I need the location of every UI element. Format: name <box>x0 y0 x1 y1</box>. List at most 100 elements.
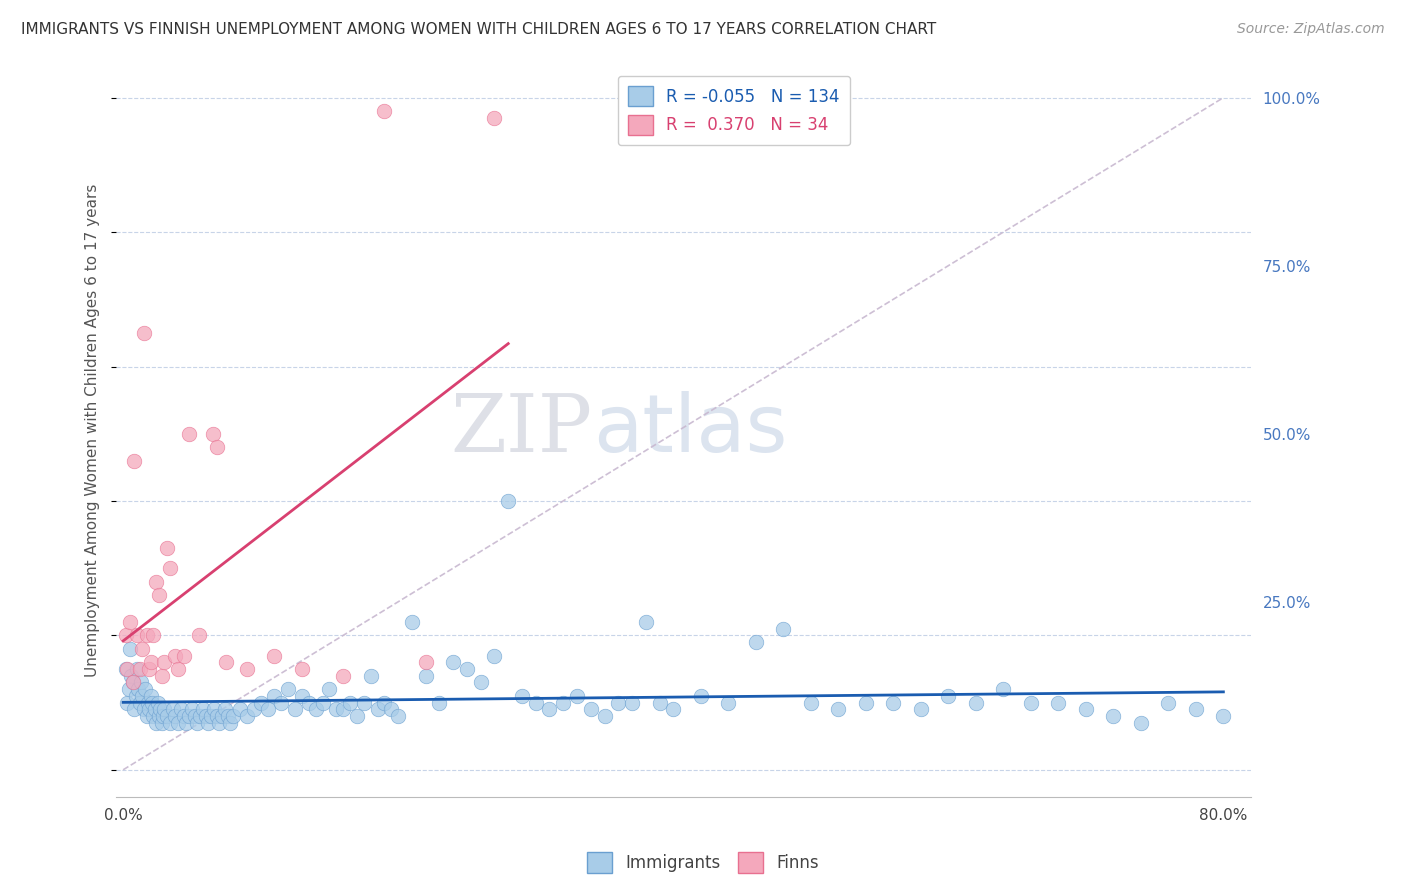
Point <box>993 682 1015 697</box>
Point <box>593 709 616 723</box>
Point <box>882 696 904 710</box>
Point <box>170 702 193 716</box>
Point <box>141 696 163 710</box>
Point <box>118 682 141 697</box>
Point <box>222 709 245 723</box>
Point <box>176 715 198 730</box>
Point <box>135 628 157 642</box>
Point <box>138 702 160 716</box>
Point <box>353 696 375 710</box>
Point <box>128 696 150 710</box>
Point <box>441 655 464 669</box>
Point <box>156 709 179 723</box>
Point <box>200 709 222 723</box>
Point <box>125 628 148 642</box>
Point <box>249 696 271 710</box>
Point <box>827 702 849 716</box>
Point <box>124 689 146 703</box>
Point <box>159 715 181 730</box>
Point <box>127 682 149 697</box>
Point <box>214 702 236 716</box>
Point <box>524 696 547 710</box>
Point <box>800 696 823 710</box>
Point <box>910 702 932 716</box>
Text: Source: ZipAtlas.com: Source: ZipAtlas.com <box>1237 22 1385 37</box>
Point <box>553 696 575 710</box>
Point <box>1019 696 1042 710</box>
Point <box>373 104 395 119</box>
Point <box>634 615 657 629</box>
Point <box>215 655 238 669</box>
Point <box>305 702 328 716</box>
Point <box>332 669 354 683</box>
Point <box>153 702 176 716</box>
Point <box>380 702 402 716</box>
Point <box>136 696 159 710</box>
Point <box>134 682 156 697</box>
Point <box>1047 696 1070 710</box>
Point <box>284 702 307 716</box>
Point <box>205 440 228 454</box>
Point <box>191 702 214 716</box>
Point <box>129 675 152 690</box>
Point <box>510 689 533 703</box>
Point <box>186 715 208 730</box>
Point <box>263 689 285 703</box>
Legend: Immigrants, Finns: Immigrants, Finns <box>581 846 825 880</box>
Point <box>197 715 219 730</box>
Point <box>117 662 139 676</box>
Point <box>277 682 299 697</box>
Point <box>1102 709 1125 723</box>
Point <box>936 689 959 703</box>
Point <box>179 426 201 441</box>
Point <box>208 715 231 730</box>
Point <box>173 709 195 723</box>
Point <box>131 689 153 703</box>
Point <box>205 709 228 723</box>
Point <box>662 702 685 716</box>
Point <box>115 628 138 642</box>
Point <box>339 696 361 710</box>
Point <box>150 715 173 730</box>
Point <box>360 669 382 683</box>
Point <box>415 669 437 683</box>
Point <box>165 648 187 663</box>
Point <box>621 696 644 710</box>
Point <box>256 702 278 716</box>
Point <box>125 662 148 676</box>
Point <box>229 702 252 716</box>
Point <box>202 702 225 716</box>
Point <box>332 702 354 716</box>
Point <box>1157 696 1180 710</box>
Text: atlas: atlas <box>593 392 787 469</box>
Point <box>325 702 347 716</box>
Point <box>122 702 145 716</box>
Point <box>311 696 333 710</box>
Point <box>194 709 217 723</box>
Point <box>146 696 169 710</box>
Point <box>607 696 630 710</box>
Y-axis label: Unemployment Among Women with Children Ages 6 to 17 years: Unemployment Among Women with Children A… <box>86 184 100 677</box>
Point <box>135 709 157 723</box>
Text: ZIP: ZIP <box>451 392 593 469</box>
Point <box>122 453 145 467</box>
Point <box>367 702 389 716</box>
Point <box>132 326 155 340</box>
Point <box>152 709 174 723</box>
Point <box>153 655 176 669</box>
Point <box>145 574 167 589</box>
Point <box>121 675 143 690</box>
Point <box>717 696 740 710</box>
Point <box>470 675 492 690</box>
Point <box>401 615 423 629</box>
Point <box>538 702 561 716</box>
Point <box>148 588 170 602</box>
Point <box>183 709 205 723</box>
Point <box>115 662 138 676</box>
Point <box>1074 702 1097 716</box>
Point <box>211 709 233 723</box>
Point <box>150 669 173 683</box>
Point <box>243 702 266 716</box>
Point <box>167 662 190 676</box>
Point <box>142 628 165 642</box>
